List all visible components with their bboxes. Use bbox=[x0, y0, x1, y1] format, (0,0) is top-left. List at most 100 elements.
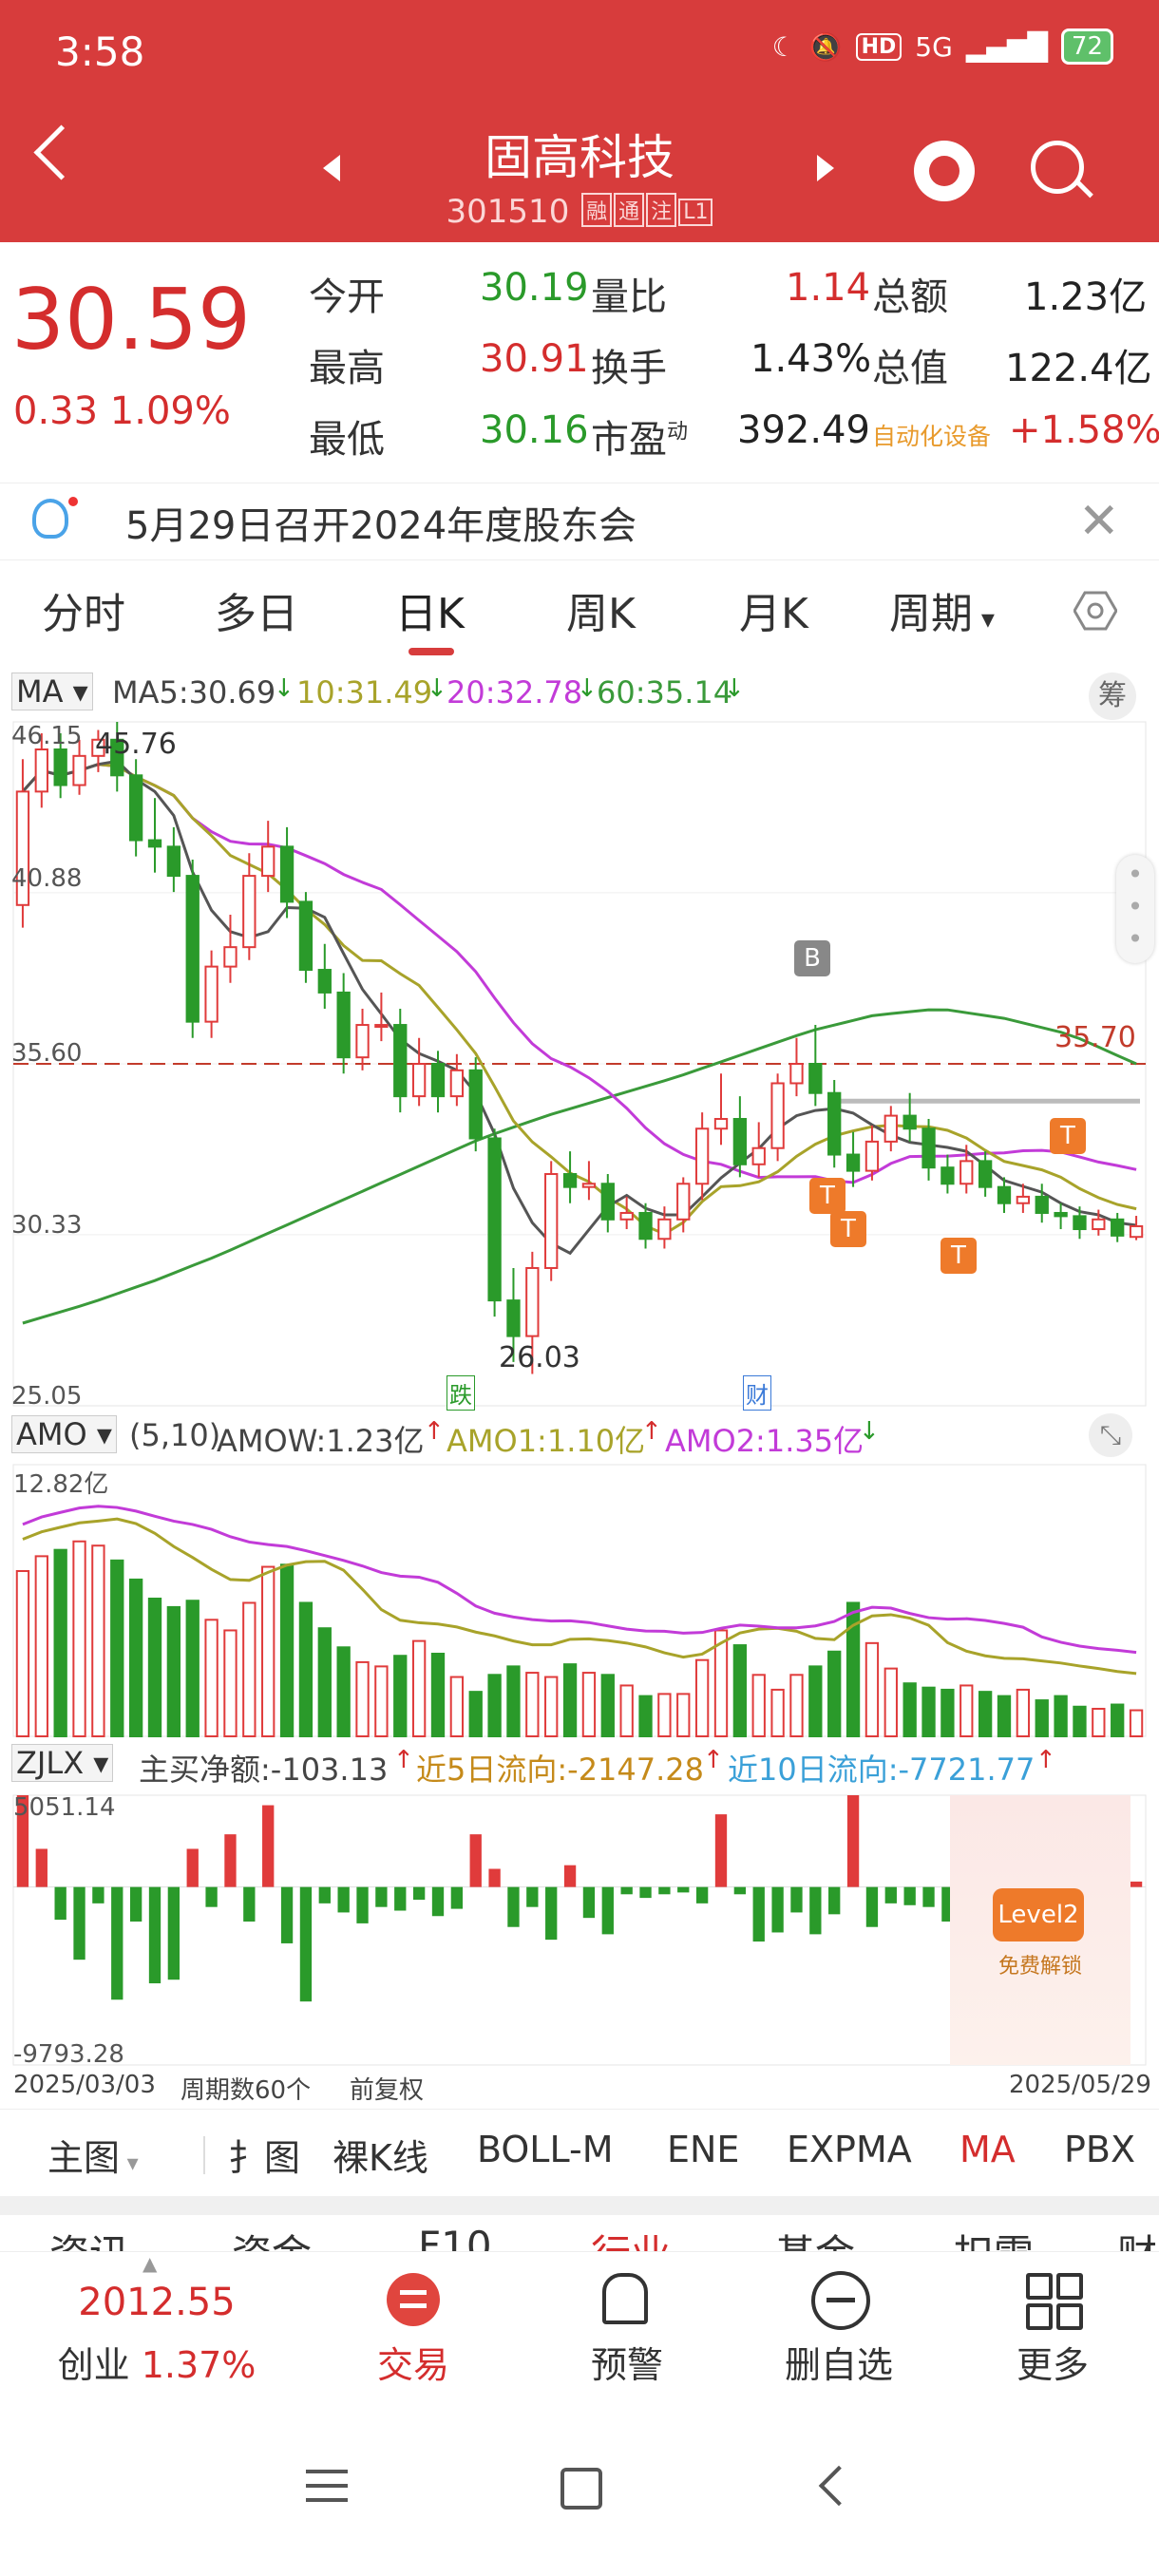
amo-bar-23 bbox=[449, 1676, 465, 1738]
toolbar-naked-k[interactable]: 裸K线 bbox=[332, 2137, 428, 2179]
unread-dot bbox=[68, 497, 78, 506]
tag-connect: 通 bbox=[614, 193, 645, 227]
buy-marker[interactable]: B bbox=[794, 940, 830, 976]
index-info[interactable]: 创业 1.37% bbox=[0, 2336, 314, 2388]
level2-promo[interactable]: Level2 免费解锁 bbox=[950, 1795, 1130, 2065]
ma20-readout: 20:32.78 bbox=[446, 674, 583, 710]
cut-tab-industry[interactable]: 行业 bbox=[591, 2223, 671, 2251]
nav-trade[interactable]: 交易 bbox=[376, 2344, 449, 2386]
zjlx-bar-34 bbox=[658, 1886, 671, 1895]
cut-tab-funds[interactable]: 资金 bbox=[232, 2223, 312, 2251]
tab-intraday[interactable]: 分时 bbox=[42, 590, 125, 638]
grid-icon[interactable] bbox=[1026, 2273, 1083, 2330]
menu-icon[interactable] bbox=[306, 2470, 348, 2504]
nav-alert[interactable]: 预警 bbox=[590, 2344, 663, 2386]
kline-chart-area[interactable]: MA ▾ MA5:30.69 ↓ 10:31.49 ↓ 20:32.78 ↓ 6… bbox=[0, 665, 1159, 2109]
next-stock-button[interactable] bbox=[817, 155, 834, 181]
zjlx-bar-4 bbox=[92, 1886, 104, 1904]
candle-56 bbox=[1073, 1215, 1087, 1231]
t-marker-2[interactable]: T bbox=[830, 1211, 866, 1247]
candle-30 bbox=[581, 1183, 597, 1188]
zjlx-bar-27 bbox=[526, 1886, 539, 1907]
notice-bar[interactable]: 5月29日召开2024年度股东会 ✕ bbox=[0, 483, 1159, 560]
event-finance[interactable]: 财 bbox=[743, 1375, 771, 1411]
candle-51 bbox=[978, 1160, 993, 1188]
t-marker-4[interactable]: T bbox=[1050, 1118, 1086, 1154]
toolbar-ma[interactable]: MA bbox=[960, 2129, 1016, 2170]
cut-tab-fund[interactable]: 基金 bbox=[775, 2223, 855, 2251]
remove-watchlist-icon[interactable] bbox=[811, 2271, 870, 2330]
cut-tab-finance[interactable]: 财 bbox=[1117, 2223, 1157, 2251]
lightbulb-icon bbox=[32, 499, 68, 539]
bell-icon[interactable] bbox=[602, 2273, 648, 2324]
expand-icon[interactable]: ⤡ bbox=[1089, 1413, 1132, 1457]
toolbar-boll[interactable]: BOLL-M bbox=[477, 2129, 614, 2170]
prev-stock-button[interactable] bbox=[323, 155, 340, 181]
t-marker-1[interactable]: T bbox=[809, 1178, 846, 1214]
amo-indicator-select[interactable]: AMO ▾ bbox=[11, 1415, 117, 1453]
zjlx-panel-frame bbox=[12, 1794, 1147, 2066]
drawer-handle[interactable]: • • • bbox=[1116, 855, 1154, 963]
toolbar-main-chart[interactable]: 主图 ▾ bbox=[48, 2129, 139, 2181]
t-marker-3[interactable]: T bbox=[940, 1238, 977, 1274]
mktcap-label: 总值 bbox=[872, 347, 948, 390]
index-value[interactable]: 2012.55 bbox=[78, 2281, 236, 2324]
amo-bar-12 bbox=[242, 1601, 256, 1737]
y-label-max: 46.15 bbox=[11, 722, 83, 750]
close-icon[interactable]: ✕ bbox=[1078, 493, 1120, 550]
pe-sup: 动 bbox=[667, 420, 689, 445]
candle-2 bbox=[53, 748, 67, 786]
search-icon[interactable] bbox=[1031, 141, 1084, 194]
event-drop[interactable]: 跌 bbox=[446, 1375, 475, 1411]
zjlx-net-readout: 主买净额:-103.13 bbox=[139, 1752, 389, 1788]
zjlx-bar-33 bbox=[639, 1886, 652, 1899]
tab-period[interactable]: 周期 ▾ bbox=[889, 579, 995, 640]
chip-distribution-button[interactable]: 筹 bbox=[1089, 672, 1136, 720]
nav-more[interactable]: 更多 bbox=[1016, 2344, 1089, 2386]
mktcap-value: 122.4亿 bbox=[1005, 347, 1152, 390]
cut-tab-news[interactable]: 资讯 bbox=[49, 2223, 129, 2251]
main-indicator-select[interactable]: MA ▾ bbox=[11, 672, 93, 710]
candle-38 bbox=[732, 1118, 748, 1165]
cut-tab-risk[interactable]: 扣雷 bbox=[954, 2223, 1034, 2251]
candle-17 bbox=[336, 991, 351, 1059]
tab-monthly-k[interactable]: 月K bbox=[739, 590, 808, 638]
candle-43 bbox=[827, 1091, 842, 1156]
zjlx-bar-12 bbox=[243, 1886, 256, 1922]
high-label: 最高 bbox=[309, 347, 385, 390]
ref-price-label: 35.70 bbox=[1054, 1021, 1136, 1054]
candle-55 bbox=[1054, 1211, 1068, 1218]
tab-daily-k[interactable]: 日K bbox=[395, 590, 465, 638]
mascot-icon[interactable] bbox=[914, 141, 975, 201]
amo-bar-15 bbox=[298, 1601, 314, 1737]
tab-multiday[interactable]: 多日 bbox=[215, 590, 298, 638]
cut-tab-f10[interactable]: F10 bbox=[418, 2223, 492, 2251]
back-nav-icon[interactable] bbox=[818, 2465, 860, 2507]
zjlx-indicator-select[interactable]: ZJLX ▾ bbox=[11, 1744, 114, 1782]
amo-bar-5 bbox=[110, 1559, 124, 1737]
ma10-readout: 10:31.49 bbox=[296, 674, 433, 710]
candle-57 bbox=[1092, 1218, 1106, 1231]
candle-48 bbox=[922, 1127, 936, 1169]
amo-bar-11 bbox=[223, 1629, 238, 1738]
zjlx-indicator-label: ZJLX bbox=[16, 1745, 85, 1781]
tab-weekly-k[interactable]: 周K bbox=[566, 590, 636, 638]
zjlx-bar-8 bbox=[167, 1886, 180, 1980]
tab-underline bbox=[408, 648, 454, 655]
settings-icon[interactable] bbox=[1074, 589, 1117, 633]
trade-icon[interactable] bbox=[387, 2273, 440, 2326]
toolbar-pbx[interactable]: PBX bbox=[1064, 2129, 1136, 2170]
toolbar-ene[interactable]: ENE bbox=[667, 2129, 740, 2170]
toolbar-expma[interactable]: EXPMA bbox=[787, 2129, 912, 2170]
amo2-readout: AMO2:1.35亿 bbox=[665, 1423, 864, 1459]
sector-link[interactable]: 自动化设备 bbox=[872, 423, 992, 450]
turnover-label: 换手 bbox=[591, 347, 667, 390]
home-icon[interactable] bbox=[560, 2468, 602, 2510]
candle-46 bbox=[884, 1114, 898, 1143]
zjlx-bar-40 bbox=[771, 1886, 784, 1933]
zjlx-bar-38 bbox=[733, 1886, 747, 1895]
nav-remove-watchlist[interactable]: 删自选 bbox=[784, 2344, 893, 2386]
toolbar-sub-chart[interactable]: 扌图 bbox=[228, 2137, 301, 2179]
adjust-mode[interactable]: 前复权 bbox=[350, 2076, 425, 2105]
amo-bar-33 bbox=[638, 1695, 653, 1738]
